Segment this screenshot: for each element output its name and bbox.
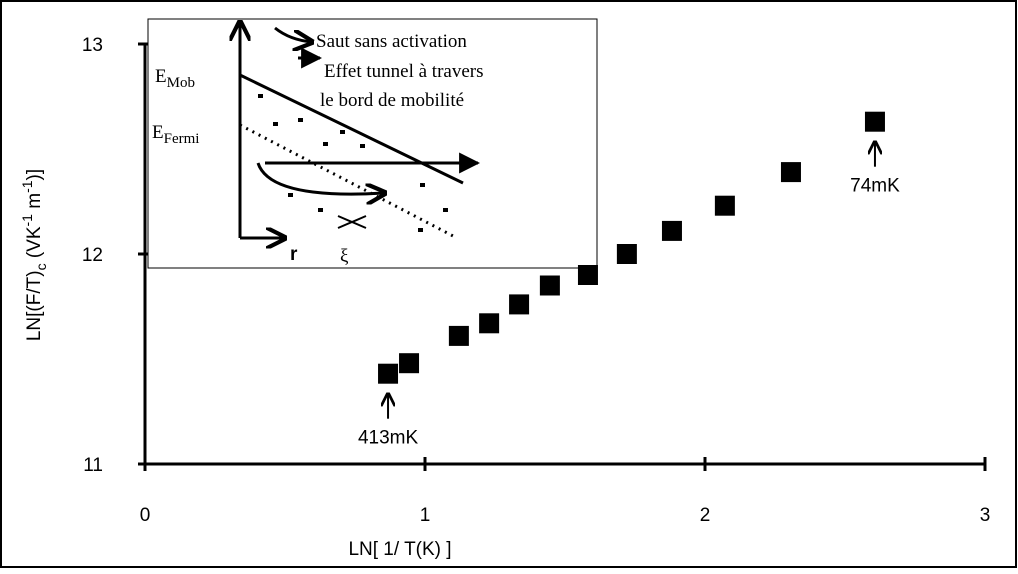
hop-arrow [256,162,385,194]
mobility-edge-line [239,73,464,185]
mobility-edge-label: EMob [155,66,195,91]
marker [509,294,530,315]
marker [479,313,500,334]
x-tick-label: 3 [980,505,991,526]
subscript: Fermi [164,131,200,147]
y-title-part: LN[(F/T) [24,270,45,341]
legend-label: Saut sans activation [316,31,467,52]
y-tick-label: 11 [83,455,103,476]
annotation: 74mK [850,176,900,197]
y-axis-title: LN[(F/T)c (VK-1 m-1)] [19,169,49,341]
y-tick-label: 13 [82,35,103,56]
marker [714,195,735,216]
y-title-sup: -1 [19,214,35,227]
marker [661,220,682,241]
y-title-part: (VK [24,226,45,263]
symbol: E [152,122,164,143]
y-title-part: m [24,193,45,214]
x-tick-label: 2 [700,505,711,526]
marker [539,275,560,296]
y-title-part: )] [24,169,45,181]
marker [864,111,885,132]
length-marker [337,215,367,229]
marker [378,363,399,384]
r-label: r [290,244,298,265]
inset: Saut sans activation Effet tunnel à trav… [147,18,598,269]
fermi-label: EFermi [152,122,199,147]
x-tick-label: 1 [420,505,431,526]
states [258,94,448,232]
legend-label: Effet tunnel à travers [324,61,484,82]
annotation: 413mK [358,428,419,449]
y-title-sub: c [33,263,49,270]
marker [399,353,420,374]
marker [780,162,801,183]
legend-label: le bord de mobilité [320,90,464,111]
y-tick-label: 12 [82,245,103,266]
marker [616,244,637,264]
xi-label: ξ [340,246,349,267]
marker [577,265,598,285]
x-tick-label: 0 [140,505,151,526]
marker [448,325,469,346]
symbol: E [155,66,167,87]
subscript: Mob [167,75,195,91]
inset-box [147,18,598,269]
legend-hop-arrow [274,26,312,42]
y-title-sup: -1 [19,180,35,193]
x-axis-title: LN[ 1/ T(K) ] [348,539,451,560]
